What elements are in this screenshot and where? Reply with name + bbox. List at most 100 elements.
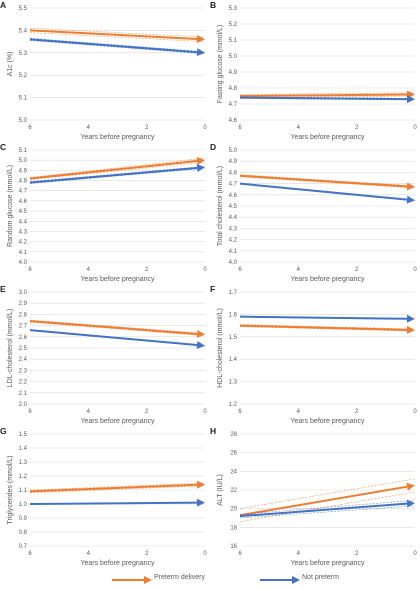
panel-letter: F bbox=[210, 284, 216, 294]
y-tick-label: 18 bbox=[230, 525, 237, 531]
y-tick-label: 1.4 bbox=[19, 446, 28, 452]
panel-e: E 2.0 2.1 2.2 2.3 2.4 2.5 2.6 2.7 2.8 2.9 3.0 6 4 2 0 Ye… bbox=[0, 284, 210, 425]
y-tick-label: 1.0 bbox=[19, 502, 28, 508]
y-tick-label: 16 bbox=[230, 544, 237, 550]
series-arrowhead bbox=[196, 34, 205, 43]
x-tick-label: 0 bbox=[413, 551, 417, 557]
ci-lower-line bbox=[29, 40, 206, 55]
y-tick-label: 5.1 bbox=[229, 38, 238, 44]
series-arrowhead bbox=[196, 329, 205, 338]
y-tick-label: 5.0 bbox=[229, 54, 238, 60]
y-tick-label: 2.4 bbox=[19, 357, 28, 363]
line-chart: 4.0 4.1 4.2 4.3 4.4 4.5 4.6 4.7 4.8 4.9 5.0 5.1 6 4 2 0… bbox=[7, 148, 207, 283]
series-line bbox=[239, 315, 408, 320]
series-line bbox=[239, 485, 408, 517]
y-tick-label: 4.4 bbox=[229, 215, 238, 221]
ci-lower-line bbox=[29, 485, 206, 494]
panel-letter: G bbox=[0, 426, 7, 436]
y-tick-label: 1.2 bbox=[19, 474, 28, 480]
series-line bbox=[29, 483, 198, 493]
y-tick-label: 1.5 bbox=[19, 432, 28, 438]
x-tick-label: 6 bbox=[238, 551, 242, 557]
series-arrowhead bbox=[406, 95, 415, 104]
y-tick-label: 5.1 bbox=[19, 96, 28, 102]
x-axis-label: Years before pregnancy bbox=[80, 134, 155, 141]
y-tick-label: 5.4 bbox=[19, 28, 28, 34]
y-tick-label: 4.8 bbox=[19, 179, 28, 185]
x-tick-label: 0 bbox=[203, 267, 207, 273]
x-axis-label: Years before pregnancy bbox=[290, 418, 365, 425]
y-tick-label: 4.9 bbox=[19, 168, 28, 174]
x-tick-label: 4 bbox=[87, 551, 91, 557]
series-arrowhead bbox=[196, 164, 205, 172]
y-tick-label: 4.0 bbox=[229, 260, 238, 266]
y-tick-label: 4.6 bbox=[229, 193, 238, 199]
legend-arrow-not-preterm bbox=[292, 576, 300, 584]
series-line bbox=[29, 329, 198, 347]
series-line bbox=[239, 502, 408, 518]
panel-f: F 1.2 1.3 1.4 1.5 1.6 1.7 6 4 2 0 Years before preg… bbox=[210, 284, 420, 425]
y-axis-label: LDL-cholesterol (mmol/L) bbox=[7, 309, 14, 388]
y-axis-label: HDL-cholesterol (mmol/L) bbox=[217, 308, 224, 388]
y-axis-label: Total cholesterol (mmol/L) bbox=[217, 166, 224, 246]
line-chart: 2.0 2.1 2.2 2.3 2.4 2.5 2.6 2.7 2.8 2.9 3.0 6 4 2 0 Yea… bbox=[7, 290, 207, 425]
y-tick-label: 5.0 bbox=[19, 118, 28, 124]
legend-swatch-not-preterm bbox=[260, 576, 300, 584]
series-line bbox=[239, 174, 408, 188]
line-chart: 0.7 0.8 0.9 1.0 1.1 1.2 1.3 1.4 1.5 6 4 2 0 Years bef… bbox=[7, 432, 207, 567]
series-line bbox=[29, 501, 198, 505]
x-axis-label: Years before pregnancy bbox=[80, 276, 155, 283]
ci-upper-line bbox=[239, 499, 416, 515]
y-tick-label: 2.9 bbox=[19, 301, 28, 307]
y-tick-label: 5.3 bbox=[229, 6, 238, 12]
ci-lower-line bbox=[239, 491, 416, 523]
ci-upper-line bbox=[239, 478, 416, 509]
y-tick-label: 4.3 bbox=[229, 226, 238, 232]
y-axis-label: ALT (IU/L) bbox=[217, 474, 224, 506]
x-tick-label: 0 bbox=[203, 125, 207, 131]
y-tick-label: 3.0 bbox=[19, 290, 28, 296]
x-tick-label: 6 bbox=[238, 267, 242, 273]
x-axis-label: Years before pregnancy bbox=[290, 276, 365, 283]
y-tick-label: 2.3 bbox=[19, 368, 28, 374]
x-tick-label: 0 bbox=[203, 551, 207, 557]
y-tick-label: 26 bbox=[230, 451, 237, 457]
y-tick-label: 5.2 bbox=[19, 73, 28, 79]
line-chart: 4.6 4.7 4.8 4.9 5.0 5.1 5.2 5.3 6 4 2 0 Years before… bbox=[217, 6, 417, 141]
x-tick-label: 6 bbox=[238, 125, 242, 131]
y-tick-label: 1.4 bbox=[229, 357, 238, 363]
panel-d: D 4.0 4.1 4.2 4.3 4.4 4.5 4.6 4.7 4.8 4.9 5.0 6 4 2 0 Ye… bbox=[210, 142, 420, 283]
legend-swatch-preterm bbox=[112, 576, 152, 584]
panel-letter: D bbox=[210, 142, 217, 152]
y-tick-label: 5.3 bbox=[19, 51, 28, 57]
x-axis-label: Years before pregnancy bbox=[290, 134, 365, 141]
x-tick-label: 0 bbox=[413, 409, 417, 415]
y-tick-label: 1.3 bbox=[229, 380, 238, 386]
x-tick-label: 6 bbox=[28, 125, 32, 131]
ci-upper-line bbox=[239, 324, 416, 330]
ci-lower-line bbox=[29, 32, 206, 42]
series-line bbox=[29, 29, 198, 40]
ci-upper-line bbox=[239, 92, 416, 95]
y-tick-label: 4.8 bbox=[229, 86, 238, 92]
ci-lower-line bbox=[29, 321, 206, 336]
ci-upper-line bbox=[29, 37, 206, 52]
x-tick-label: 4 bbox=[87, 125, 91, 131]
x-axis-label: Years before pregnancy bbox=[80, 418, 155, 425]
ci-upper-line bbox=[29, 319, 206, 334]
series-arrowhead bbox=[406, 499, 415, 508]
y-tick-label: 2.1 bbox=[19, 391, 28, 397]
x-tick-label: 0 bbox=[413, 125, 417, 131]
panel-g: G 0.7 0.8 0.9 1.0 1.1 1.2 1.3 1.4 1.5 6 4 2 0 Years be… bbox=[0, 426, 210, 567]
y-tick-label: 24 bbox=[230, 469, 237, 475]
y-tick-label: 4.9 bbox=[229, 159, 238, 165]
x-tick-label: 2 bbox=[145, 551, 149, 557]
y-tick-label: 1.2 bbox=[229, 402, 238, 408]
x-tick-label: 0 bbox=[203, 409, 207, 415]
legend-arrow-preterm bbox=[144, 576, 152, 584]
x-tick-label: 2 bbox=[145, 267, 149, 273]
line-chart: 5.0 5.1 5.2 5.3 5.4 5.5 6 4 2 0 Years before pregn… bbox=[7, 6, 207, 141]
panel-a: A 5.0 5.1 5.2 5.3 5.4 5.5 6 4 2 0 Years before preg… bbox=[0, 0, 210, 141]
ci-upper-line bbox=[239, 174, 416, 187]
